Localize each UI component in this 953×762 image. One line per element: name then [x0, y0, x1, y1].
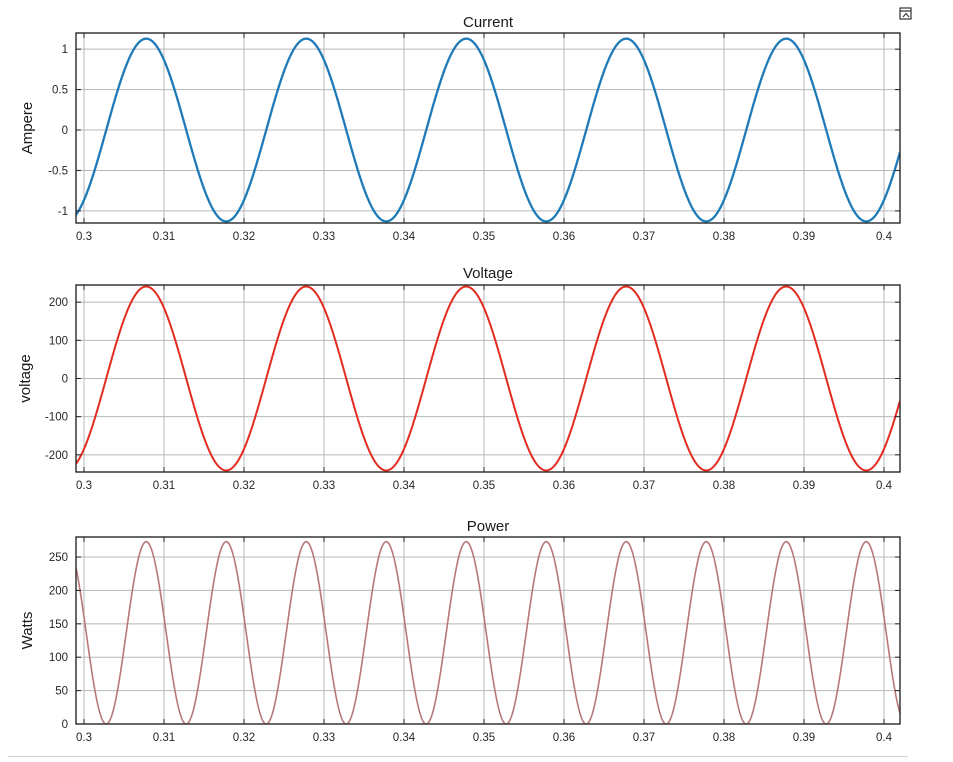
x-tick-label: 0.39 — [793, 732, 815, 744]
series-line-power — [76, 540, 900, 724]
x-tick-label: 0.36 — [553, 480, 575, 492]
x-tick-label: 0.34 — [393, 480, 416, 492]
x-tick-label: 0.37 — [633, 480, 655, 492]
y-tick-label: 0.5 — [52, 85, 68, 97]
x-tick-label: 0.33 — [313, 480, 335, 492]
x-tick-label: 0.31 — [153, 480, 175, 492]
x-tick-label: 0.38 — [713, 231, 735, 243]
y-tick-label: -0.5 — [48, 165, 68, 177]
axes-border — [75, 536, 901, 725]
subplot-current: 0.3 0.31 0.32 0.33 0.34 0.35 0.36 0.37 0.38 0.39 0… — [19, 14, 901, 243]
x-tick-label: 0.4 — [876, 231, 893, 243]
x-tick-label: 0.39 — [793, 480, 815, 492]
subplot-power: 0.3 0.31 0.32 0.33 0.34 0.35 0.36 0.37 0.38 0.39 0… — [19, 518, 901, 744]
x-tick-label: 0.38 — [713, 480, 735, 492]
y-axis-label: Watts — [19, 612, 36, 650]
y-tick-label: -1 — [58, 206, 68, 218]
x-tick-label: 0.32 — [233, 732, 255, 744]
figure-bottom-border — [8, 756, 908, 757]
x-tick-label: 0.34 — [393, 231, 416, 243]
x-tick-label: 0.31 — [153, 231, 175, 243]
series-line-current — [76, 37, 900, 223]
chart-title: Current — [463, 14, 514, 31]
axes-box — [75, 536, 901, 725]
x-tick-label: 0.39 — [793, 231, 815, 243]
y-tick-label: 250 — [49, 552, 68, 564]
x-tick-label: 0.35 — [473, 732, 495, 744]
x-tick-label: 0.3 — [76, 732, 92, 744]
y-tick-label: 200 — [49, 297, 68, 309]
x-tick-label: 0.31 — [153, 732, 175, 744]
undock-icon[interactable] — [899, 7, 912, 20]
y-tick-label: 50 — [55, 686, 68, 698]
x-tick-label: 0.37 — [633, 732, 655, 744]
x-tick-label: 0.33 — [313, 231, 335, 243]
y-tick-label: 1 — [62, 44, 68, 56]
axes-border — [75, 32, 901, 224]
y-tick-label: 100 — [49, 652, 68, 664]
y-axis-label: Ampere — [19, 102, 36, 155]
y-tick-label: -200 — [45, 450, 68, 462]
x-tick-label: 0.4 — [876, 732, 893, 744]
x-tick-label: 0.4 — [876, 480, 893, 492]
x-tick-label: 0.32 — [233, 231, 255, 243]
x-tick-label: 0.33 — [313, 732, 335, 744]
y-tick-label: 0 — [62, 374, 68, 386]
x-tick-label: 0.3 — [76, 231, 92, 243]
x-tick-label: 0.36 — [553, 231, 575, 243]
x-tick-label: 0.38 — [713, 732, 735, 744]
y-tick-label: 100 — [49, 335, 68, 347]
y-tick-label: 150 — [49, 619, 68, 631]
subplot-voltage: 0.3 0.31 0.32 0.33 0.34 0.35 0.36 0.37 0.38 0.39 0… — [17, 265, 901, 492]
x-tick-label: 0.36 — [553, 732, 575, 744]
x-tick-label: 0.35 — [473, 480, 495, 492]
x-tick-label: 0.34 — [393, 732, 416, 744]
axes-box — [75, 32, 901, 224]
x-tick-label: 0.32 — [233, 480, 255, 492]
chart-title: Voltage — [463, 265, 513, 282]
y-tick-label: 0 — [62, 125, 68, 137]
series-line-voltage — [76, 285, 900, 472]
y-tick-label: -100 — [45, 412, 68, 424]
x-tick-label: 0.35 — [473, 231, 495, 243]
y-axis-label: voltage — [17, 354, 34, 402]
chart-title: Power — [467, 518, 510, 535]
y-tick-label: 0 — [62, 719, 68, 731]
x-tick-label: 0.37 — [633, 231, 655, 243]
x-tick-label: 0.3 — [76, 480, 92, 492]
y-tick-label: 200 — [49, 585, 68, 597]
